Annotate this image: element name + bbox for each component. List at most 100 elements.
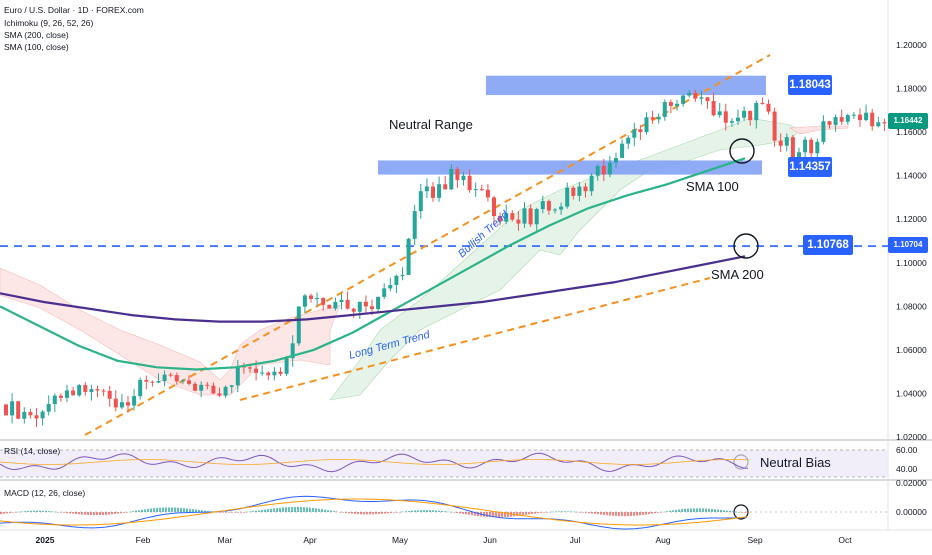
macd-histogram-bar bbox=[99, 512, 101, 516]
candle-body bbox=[790, 137, 795, 167]
macd-histogram-bar bbox=[57, 511, 59, 513]
macd-histogram-bar bbox=[702, 508, 704, 512]
macd-histogram-bar bbox=[222, 512, 224, 513]
macd-histogram-bar bbox=[225, 512, 227, 513]
candle-body bbox=[95, 389, 100, 391]
macd-histogram-bar bbox=[468, 512, 470, 515]
macd-histogram-bar bbox=[351, 512, 353, 514]
candle-body bbox=[193, 383, 198, 391]
macd-histogram-bar bbox=[588, 512, 590, 514]
sma100-legend[interactable]: SMA (100, close) bbox=[4, 42, 69, 52]
macd-histogram-bar bbox=[54, 511, 56, 513]
macd-histogram-bar bbox=[177, 507, 179, 512]
macd-histogram-bar bbox=[372, 512, 374, 515]
macd-histogram-bar bbox=[381, 512, 383, 514]
macd-histogram-bar bbox=[15, 512, 17, 513]
macd-histogram-bar bbox=[615, 512, 617, 516]
macd-histogram-bar bbox=[315, 508, 317, 512]
candle-body bbox=[46, 404, 51, 412]
macd-histogram-bar bbox=[216, 511, 218, 513]
macd-histogram-bar bbox=[546, 512, 548, 513]
macd-histogram-bar bbox=[450, 511, 452, 513]
macd-histogram-bar bbox=[120, 512, 122, 514]
candle-body bbox=[656, 116, 661, 120]
macd-histogram-bar bbox=[150, 508, 152, 512]
candle-body bbox=[187, 380, 191, 384]
macd-histogram-bar bbox=[624, 512, 626, 517]
symbol-title[interactable]: Euro / U.S. Dollar · 1D · FOREX.com bbox=[4, 5, 144, 15]
candle-body bbox=[388, 285, 393, 289]
candle-body bbox=[4, 404, 8, 416]
macd-histogram-bar bbox=[444, 511, 446, 512]
sma200-legend[interactable]: SMA (200, close) bbox=[4, 30, 69, 40]
annotation-sma100: SMA 100 bbox=[686, 179, 739, 194]
macd-histogram-bar bbox=[729, 510, 731, 512]
ichimoku-legend[interactable]: Ichimoku (9, 26, 52, 26) bbox=[4, 18, 94, 28]
macd-histogram-bar bbox=[33, 510, 35, 512]
price-tick-label: 1.02000 bbox=[896, 432, 927, 442]
macd-histogram-bar bbox=[228, 512, 230, 513]
macd-histogram-bar bbox=[348, 512, 350, 514]
macd-histogram-bar bbox=[3, 512, 5, 514]
macd-histogram-bar bbox=[231, 512, 233, 513]
macd-histogram-bar bbox=[528, 512, 530, 515]
macd-histogram-bar bbox=[552, 511, 554, 513]
macd-legend[interactable]: MACD (12, 26, close) bbox=[4, 488, 86, 498]
macd-histogram-bar bbox=[507, 512, 509, 517]
macd-histogram-bar bbox=[186, 508, 188, 512]
macd-histogram-bar bbox=[708, 508, 710, 512]
candle-body bbox=[479, 189, 484, 191]
candle-body bbox=[138, 379, 143, 397]
macd-histogram-bar bbox=[324, 509, 326, 512]
sma100-touch-circle bbox=[729, 138, 755, 164]
candle-body bbox=[22, 412, 27, 419]
candle-body bbox=[546, 201, 551, 211]
candle-body bbox=[406, 238, 411, 275]
macd-histogram-bar bbox=[516, 512, 518, 517]
long-term-trend-line bbox=[239, 277, 711, 401]
macd-histogram-bar bbox=[90, 512, 92, 516]
rsi-legend[interactable]: RSI (14, close) bbox=[4, 446, 61, 456]
candle-body bbox=[28, 412, 33, 416]
candle-body bbox=[699, 97, 704, 99]
macd-histogram-bar bbox=[249, 511, 251, 513]
candle-body bbox=[827, 121, 832, 125]
candle-body bbox=[540, 201, 545, 210]
candle-body bbox=[711, 101, 716, 116]
candle-body bbox=[412, 211, 417, 239]
macd-histogram-bar bbox=[747, 512, 749, 513]
candle-body bbox=[126, 402, 130, 406]
candle-body bbox=[199, 384, 204, 391]
candle-body bbox=[510, 213, 515, 220]
macd-histogram-bar bbox=[537, 512, 539, 514]
annotation-sma200: SMA 200 bbox=[711, 267, 764, 282]
macd-histogram-bar bbox=[453, 512, 455, 513]
candle-body bbox=[107, 390, 112, 399]
macd-histogram-bar bbox=[540, 512, 542, 513]
macd-histogram-bar bbox=[255, 510, 257, 512]
macd-histogram-bar bbox=[237, 512, 239, 513]
macd-histogram-bar bbox=[420, 510, 422, 512]
macd-histogram-bar bbox=[726, 510, 728, 512]
macd-histogram-bar bbox=[705, 508, 707, 512]
macd-histogram-bar bbox=[195, 509, 197, 512]
macd-histogram-bar bbox=[180, 507, 182, 512]
macd-histogram-bar bbox=[303, 507, 305, 512]
macd-histogram-bar bbox=[525, 512, 527, 515]
candle-body bbox=[589, 175, 594, 192]
macd-histogram-bar bbox=[495, 512, 497, 518]
macd-histogram-bar bbox=[12, 512, 14, 513]
macd-histogram-bar bbox=[0, 512, 2, 515]
macd-histogram-bar bbox=[261, 509, 263, 512]
macd-histogram-bar bbox=[585, 512, 587, 513]
macd-histogram-bar bbox=[618, 512, 620, 517]
macd-histogram-bar bbox=[45, 510, 47, 512]
macd-histogram-bar bbox=[426, 510, 428, 512]
candle-body bbox=[302, 295, 307, 307]
macd-histogram-bar bbox=[651, 512, 653, 514]
macd-histogram-bar bbox=[258, 510, 260, 512]
annotation-neutral-bias: Neutral Bias bbox=[760, 455, 831, 470]
candle-body bbox=[717, 111, 722, 116]
macd-histogram-bar bbox=[132, 511, 134, 512]
macd-histogram-bar bbox=[399, 511, 401, 513]
